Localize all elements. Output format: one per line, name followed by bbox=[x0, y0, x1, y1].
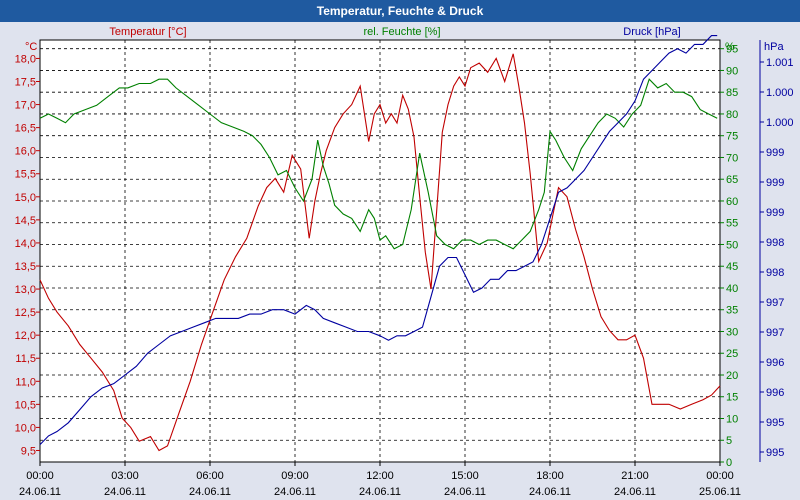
x-tick-date: 24.06.11 bbox=[529, 486, 571, 498]
temperature-tick-label: 11,5 bbox=[15, 353, 36, 365]
pressure-tick-label: 999 bbox=[766, 207, 784, 219]
temperature-tick-label: 9,5 bbox=[21, 445, 36, 457]
humidity-tick-label: 90 bbox=[726, 65, 738, 77]
series-lines bbox=[39, 35, 721, 452]
humidity-tick-label: 5 bbox=[726, 435, 732, 447]
x-tick-time: 18:00 bbox=[536, 470, 564, 482]
pressure-tick-label: 997 bbox=[766, 327, 784, 339]
temperature-tick-label: 16,5 bbox=[15, 123, 36, 135]
x-tick-date: 24.06.11 bbox=[189, 486, 231, 498]
x-tick-date: 24.06.11 bbox=[444, 486, 486, 498]
grid bbox=[40, 40, 720, 462]
pressure-tick-label: 1.000 bbox=[766, 87, 794, 99]
humidity-axis-label: rel. Feuchte [%] bbox=[363, 26, 440, 38]
pressure-tick-label: 995 bbox=[766, 447, 784, 459]
temperature-ticks: 18,0 17,5 17,0 16,5 16,0 15,5 15,0 14,5 14,0 13,5… bbox=[15, 53, 40, 457]
series-line-pressure bbox=[39, 35, 718, 445]
temperature-tick-label: 15,5 bbox=[15, 169, 36, 181]
humidity-tick-label: 15 bbox=[726, 392, 738, 404]
humidity-tick-label: 25 bbox=[726, 348, 738, 360]
pressure-tick-label: 996 bbox=[766, 357, 784, 369]
humidity-tick-label: 95 bbox=[726, 44, 738, 56]
pressure-tick-label: 1.001 bbox=[766, 57, 794, 69]
humidity-tick-label: 50 bbox=[726, 239, 738, 251]
x-tick-time: 21:00 bbox=[621, 470, 649, 482]
x-tick-date: 24.06.11 bbox=[359, 486, 401, 498]
window-title: Temperatur, Feuchte & Druck bbox=[0, 0, 800, 22]
humidity-tick-label: 55 bbox=[726, 218, 738, 230]
temperature-tick-label: 17,0 bbox=[15, 100, 36, 112]
humidity-tick-label: 70 bbox=[726, 152, 738, 164]
temperature-axis-label: Temperatur [°C] bbox=[109, 26, 186, 38]
pressure-tick-label: 995 bbox=[766, 417, 784, 429]
pressure-tick-label: 999 bbox=[766, 147, 784, 159]
temperature-tick-label: 14,5 bbox=[15, 215, 36, 227]
temperature-tick-label: 17,5 bbox=[15, 77, 36, 89]
temperature-unit: °C bbox=[25, 41, 37, 53]
pressure-tick-label: 998 bbox=[766, 267, 784, 279]
x-tick-time: 06:00 bbox=[196, 470, 224, 482]
x-tick-time: 03:00 bbox=[111, 470, 139, 482]
x-tick-time: 00:00 bbox=[706, 470, 734, 482]
temperature-tick-label: 18,0 bbox=[15, 53, 36, 65]
temperature-tick-label: 13,5 bbox=[15, 261, 36, 273]
humidity-tick-label: 10 bbox=[726, 413, 738, 425]
pressure-tick-label: 999 bbox=[766, 177, 784, 189]
temperature-tick-label: 12,5 bbox=[15, 307, 36, 319]
humidity-tick-label: 35 bbox=[726, 305, 738, 317]
humidity-tick-label: 85 bbox=[726, 87, 738, 99]
humidity-tick-label: 40 bbox=[726, 283, 738, 295]
humidity-tick-label: 0 bbox=[726, 457, 732, 469]
pressure-tick-label: 998 bbox=[766, 237, 784, 249]
temperature-tick-label: 16,0 bbox=[15, 146, 36, 158]
humidity-tick-label: 30 bbox=[726, 326, 738, 338]
humidity-tick-label: 65 bbox=[726, 174, 738, 186]
x-tick-time: 09:00 bbox=[281, 470, 309, 482]
x-tick-date: 24.06.11 bbox=[614, 486, 656, 498]
humidity-tick-label: 20 bbox=[726, 370, 738, 382]
x-tick-date: 24.06.11 bbox=[274, 486, 316, 498]
humidity-tick-label: 75 bbox=[726, 131, 738, 143]
humidity-tick-label: 60 bbox=[726, 196, 738, 208]
temperature-tick-label: 10,5 bbox=[15, 399, 36, 411]
temperature-tick-label: 12,0 bbox=[15, 330, 36, 342]
x-tick-time: 15:00 bbox=[451, 470, 479, 482]
x-tick-date: 24.06.11 bbox=[19, 486, 61, 498]
humidity-tick-label: 45 bbox=[726, 261, 738, 273]
humidity-tick-label: 80 bbox=[726, 109, 738, 121]
humidity-unit: % bbox=[725, 41, 735, 53]
temperature-tick-label: 15,0 bbox=[15, 192, 36, 204]
temperature-tick-label: 10,0 bbox=[15, 422, 36, 434]
x-tick-date: 24.06.11 bbox=[104, 486, 146, 498]
temperature-tick-label: 14,0 bbox=[15, 238, 36, 250]
x-tick-time: 00:00 bbox=[26, 470, 54, 482]
pressure-tick-label: 997 bbox=[766, 297, 784, 309]
pressure-ticks: 1.001 1.000 1.000 999 999 999 998 998 997 997 996 9… bbox=[760, 57, 794, 459]
pressure-unit: hPa bbox=[764, 41, 784, 53]
pressure-tick-label: 1.000 bbox=[766, 117, 794, 129]
x-tick-time: 12:00 bbox=[366, 470, 394, 482]
pressure-tick-label: 996 bbox=[766, 387, 784, 399]
x-ticks: 00:00 24.06.11 03:00 24.06.11 06:00 24.06.11 0… bbox=[19, 462, 741, 498]
temperature-tick-label: 13,0 bbox=[15, 284, 36, 296]
pressure-axis-label: Druck [hPa] bbox=[623, 26, 680, 38]
series-line-temperature bbox=[39, 53, 721, 452]
x-tick-date: 25.06.11 bbox=[699, 486, 741, 498]
series-line-humidity bbox=[39, 78, 718, 250]
temperature-tick-label: 11,0 bbox=[15, 376, 36, 388]
